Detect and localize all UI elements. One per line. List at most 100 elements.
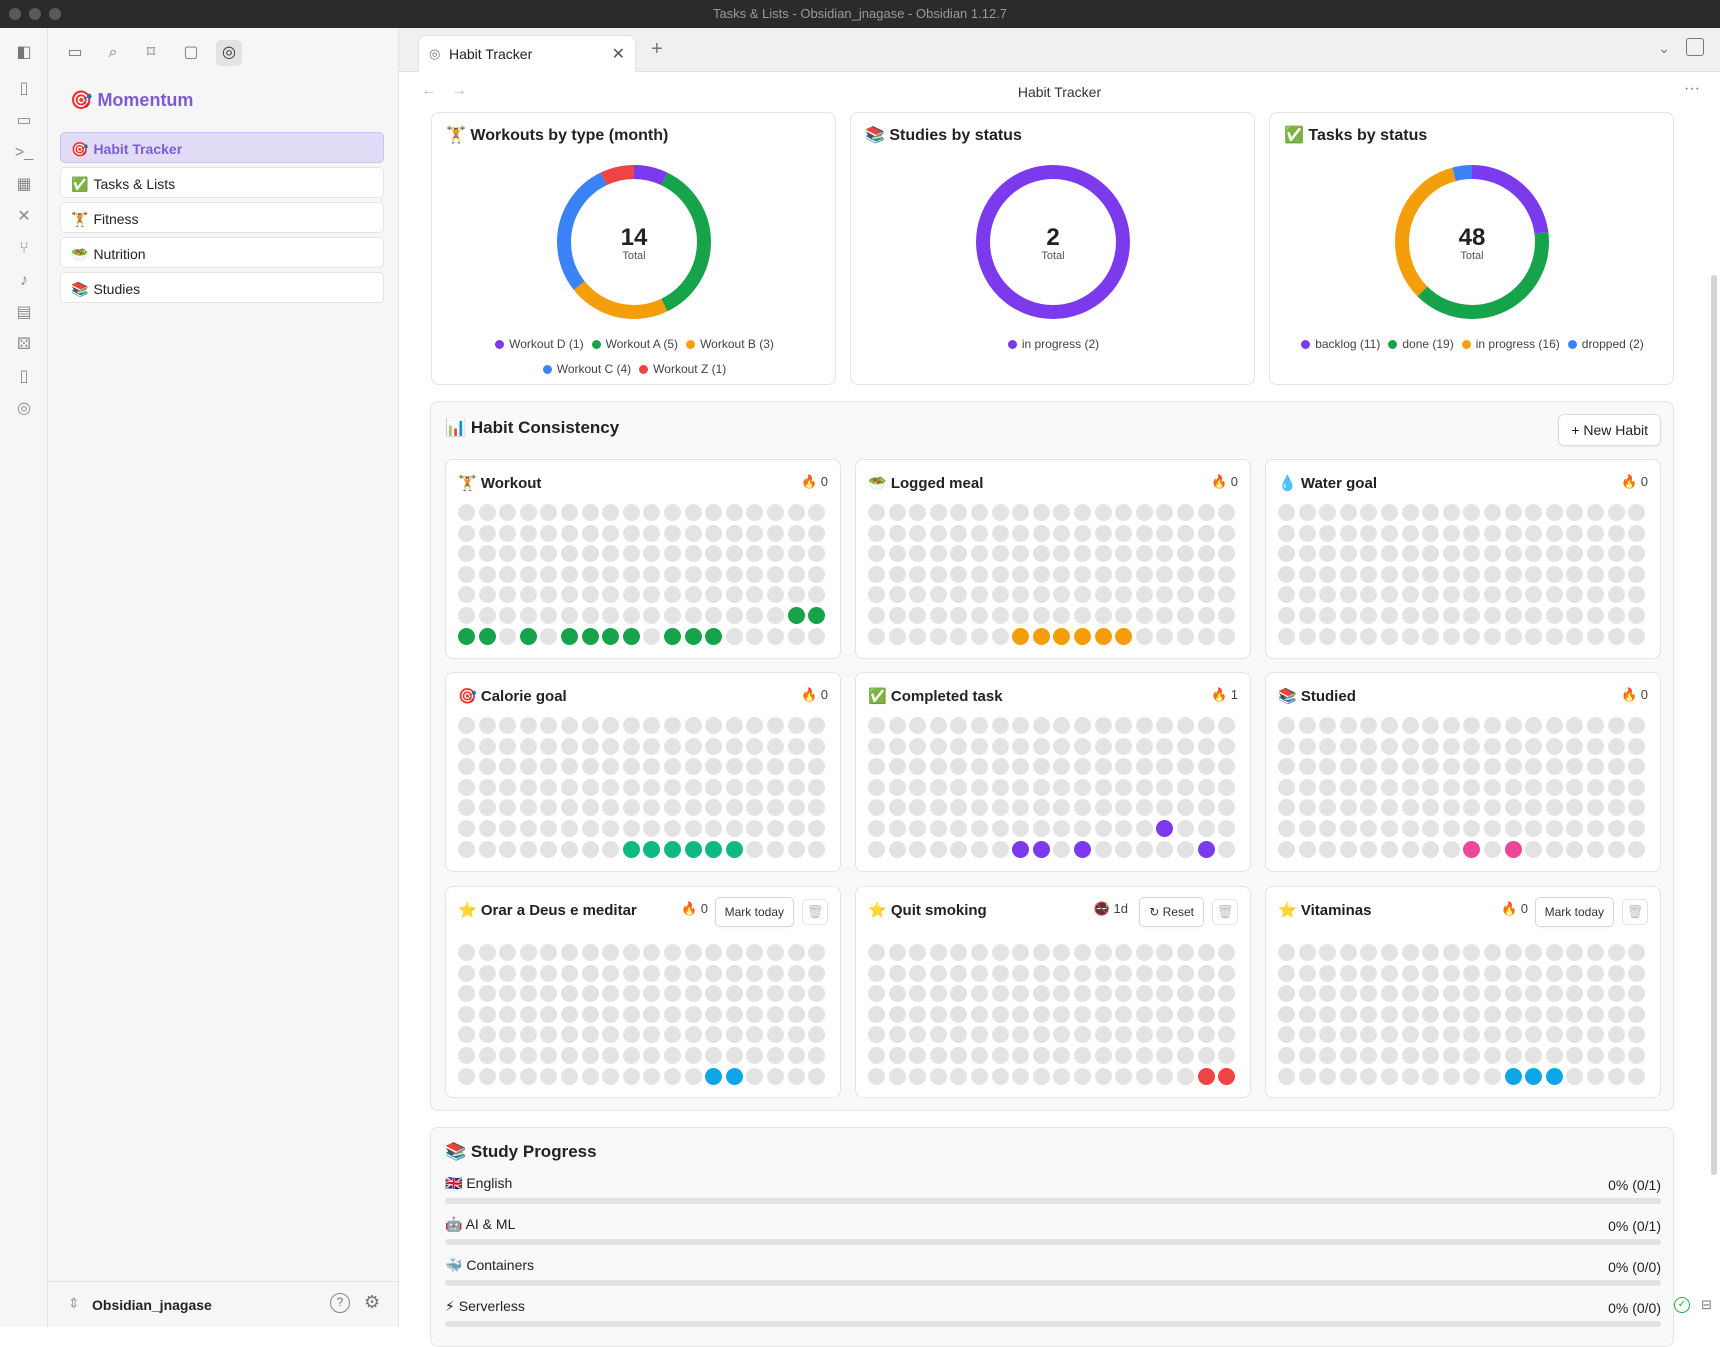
day-dot[interactable]: [1156, 841, 1173, 858]
day-dot[interactable]: [808, 841, 825, 858]
day-dot[interactable]: [520, 545, 537, 562]
day-dot[interactable]: [1546, 799, 1563, 816]
day-dot[interactable]: [726, 799, 743, 816]
day-dot[interactable]: [1608, 1026, 1625, 1043]
day-dot[interactable]: [1484, 545, 1501, 562]
day-dot[interactable]: [643, 758, 660, 775]
day-dot[interactable]: [1566, 985, 1583, 1002]
day-dot[interactable]: [1505, 965, 1522, 982]
day-dot[interactable]: [1381, 545, 1398, 562]
day-dot[interactable]: [992, 758, 1009, 775]
day-dot[interactable]: [664, 779, 681, 796]
day-dot[interactable]: [788, 717, 805, 734]
day-dot[interactable]: [1566, 1026, 1583, 1043]
day-dot[interactable]: [1095, 586, 1112, 603]
day-dot[interactable]: [1340, 504, 1357, 521]
day-dot[interactable]: [499, 504, 516, 521]
day-dot[interactable]: [767, 779, 784, 796]
day-dot[interactable]: [971, 758, 988, 775]
day-dot[interactable]: [623, 545, 640, 562]
day-dot[interactable]: [623, 586, 640, 603]
day-dot[interactable]: [1136, 545, 1153, 562]
day-dot[interactable]: [889, 1006, 906, 1023]
day-dot[interactable]: [1095, 779, 1112, 796]
day-dot[interactable]: [971, 586, 988, 603]
day-dot[interactable]: [458, 525, 475, 542]
day-dot[interactable]: [1463, 758, 1480, 775]
day-dot[interactable]: [726, 738, 743, 755]
tools-icon[interactable]: ✕: [13, 206, 35, 228]
day-dot[interactable]: [1422, 607, 1439, 624]
gear-icon[interactable]: ⚙: [364, 1292, 380, 1313]
day-dot[interactable]: [1525, 1026, 1542, 1043]
day-dot[interactable]: [705, 628, 722, 645]
day-dot[interactable]: [950, 944, 967, 961]
day-dot[interactable]: [1340, 965, 1357, 982]
day-dot[interactable]: [950, 1026, 967, 1043]
day-dot[interactable]: [1299, 758, 1316, 775]
day-dot[interactable]: [1484, 965, 1501, 982]
day-dot[interactable]: [1033, 758, 1050, 775]
day-dot[interactable]: [1402, 944, 1419, 961]
day-dot[interactable]: [1505, 525, 1522, 542]
day-dot[interactable]: [746, 525, 763, 542]
day-dot[interactable]: [1381, 1047, 1398, 1064]
day-dot[interactable]: [1115, 841, 1132, 858]
day-dot[interactable]: [1095, 717, 1112, 734]
day-dot[interactable]: [726, 1026, 743, 1043]
day-dot[interactable]: [1443, 779, 1460, 796]
day-dot[interactable]: [950, 607, 967, 624]
day-dot[interactable]: [705, 586, 722, 603]
day-dot[interactable]: [1136, 944, 1153, 961]
day-dot[interactable]: [1053, 1006, 1070, 1023]
day-dot[interactable]: [1422, 841, 1439, 858]
day-dot[interactable]: [992, 1047, 1009, 1064]
day-dot[interactable]: [1198, 628, 1215, 645]
day-dot[interactable]: [767, 944, 784, 961]
day-dot[interactable]: [1177, 1068, 1194, 1085]
day-dot[interactable]: [1074, 545, 1091, 562]
day-dot[interactable]: [685, 586, 702, 603]
day-dot[interactable]: [479, 758, 496, 775]
day-dot[interactable]: [1525, 566, 1542, 583]
day-dot[interactable]: [930, 504, 947, 521]
day-dot[interactable]: [746, 779, 763, 796]
day-dot[interactable]: [971, 1047, 988, 1064]
day-dot[interactable]: [1484, 1026, 1501, 1043]
day-dot[interactable]: [746, 628, 763, 645]
day-dot[interactable]: [746, 566, 763, 583]
day-dot[interactable]: [561, 566, 578, 583]
day-dot[interactable]: [788, 566, 805, 583]
day-dot[interactable]: [1463, 566, 1480, 583]
day-dot[interactable]: [1198, 1068, 1215, 1085]
day-dot[interactable]: [1360, 1006, 1377, 1023]
day-dot[interactable]: [540, 717, 557, 734]
day-dot[interactable]: [499, 566, 516, 583]
day-dot[interactable]: [909, 566, 926, 583]
day-dot[interactable]: [1443, 1026, 1460, 1043]
day-dot[interactable]: [1299, 738, 1316, 755]
day-dot[interactable]: [971, 1006, 988, 1023]
day-dot[interactable]: [1033, 985, 1050, 1002]
day-dot[interactable]: [930, 985, 947, 1002]
day-dot[interactable]: [623, 1068, 640, 1085]
day-dot[interactable]: [1136, 1068, 1153, 1085]
day-dot[interactable]: [1115, 717, 1132, 734]
day-dot[interactable]: [1012, 758, 1029, 775]
day-dot[interactable]: [971, 607, 988, 624]
day-dot[interactable]: [930, 586, 947, 603]
day-dot[interactable]: [788, 586, 805, 603]
day-dot[interactable]: [623, 717, 640, 734]
day-dot[interactable]: [930, 545, 947, 562]
day-dot[interactable]: [1198, 545, 1215, 562]
day-dot[interactable]: [623, 799, 640, 816]
day-dot[interactable]: [1156, 628, 1173, 645]
day-dot[interactable]: [664, 1068, 681, 1085]
day-dot[interactable]: [458, 566, 475, 583]
day-dot[interactable]: [1115, 944, 1132, 961]
day-dot[interactable]: [726, 841, 743, 858]
day-dot[interactable]: [1012, 628, 1029, 645]
day-dot[interactable]: [726, 717, 743, 734]
day-dot[interactable]: [1278, 799, 1295, 816]
day-dot[interactable]: [623, 525, 640, 542]
